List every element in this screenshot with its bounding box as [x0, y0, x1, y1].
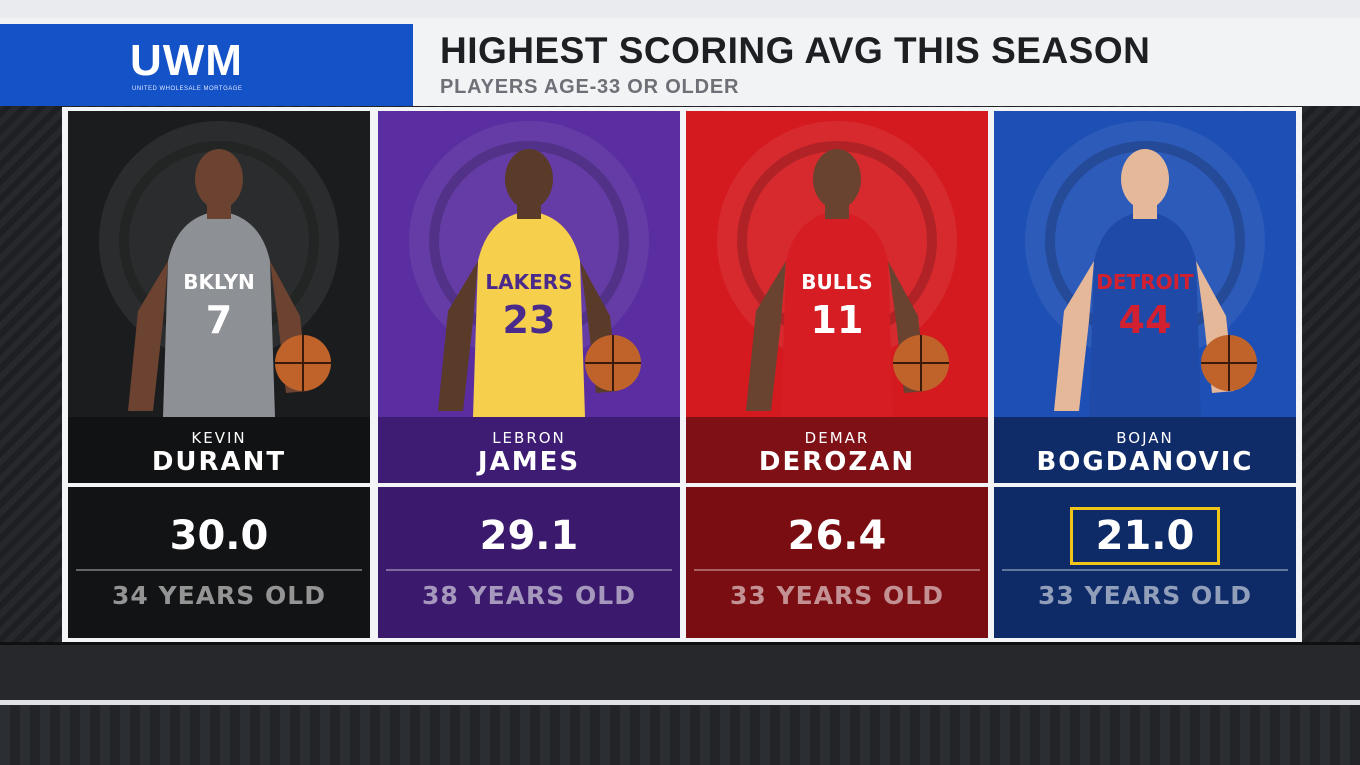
player-last-name: DURANT: [151, 447, 287, 477]
stat-box: 29.1 38 YEARS OLD: [378, 487, 680, 638]
scoring-average: 30.0: [169, 513, 269, 559]
svg-text:BULLS: BULLS: [801, 270, 872, 294]
name-bar: BOJAN BOGDANOVIC: [994, 417, 1296, 483]
svg-text:11: 11: [811, 298, 864, 342]
name-bar: KEVIN DURANT: [68, 417, 370, 483]
player-first-name: KEVIN: [191, 429, 247, 447]
name-bar: DEMAR DEROZAN: [686, 417, 988, 483]
stat-box: 26.4 33 YEARS OLD: [686, 487, 988, 638]
logo-wordmark: UWM: [130, 36, 243, 85]
card-divider: [378, 483, 680, 487]
logo-tagline: UNITED WHOLESALE MORTGAGE: [132, 86, 243, 92]
player-photo: LAKERS 23: [378, 111, 680, 417]
stat-rule: [694, 569, 980, 571]
player-age: 38 YEARS OLD: [422, 581, 636, 610]
player-card: BKLYN 7 KEVIN DURANT 30.0 34 YEARS OLD: [68, 111, 370, 638]
stat-rule: [386, 569, 672, 571]
player-last-name: DEROZAN: [758, 447, 916, 477]
svg-text:7: 7: [206, 298, 232, 342]
player-first-name: BOJAN: [1116, 429, 1174, 447]
player-photo: BULLS 11: [686, 111, 988, 417]
stat-rule: [76, 569, 362, 571]
player-first-name: DEMAR: [804, 429, 870, 447]
svg-text:BKLYN: BKLYN: [183, 270, 255, 294]
player-card: DETROIT 44 BOJAN BOGDANOVIC 21.0 33 YEARS OLD: [994, 111, 1296, 638]
player-first-name: LEBRON: [492, 429, 566, 447]
svg-text:23: 23: [503, 298, 556, 342]
sponsor-logo: UWM UNITED WHOLESALE MORTGAGE: [0, 24, 413, 106]
svg-text:DETROIT: DETROIT: [1096, 270, 1194, 294]
card-divider: [68, 483, 370, 487]
player-last-name: JAMES: [477, 447, 581, 477]
name-bar: LEBRON JAMES: [378, 417, 680, 483]
graphic-subtitle: PLAYERS AGE-33 OR OLDER: [440, 76, 740, 98]
player-age: 33 YEARS OLD: [730, 581, 944, 610]
svg-text:LAKERS: LAKERS: [485, 270, 572, 294]
card-divider: [994, 483, 1296, 487]
footer-texture: [0, 705, 1360, 765]
card-divider: [686, 483, 988, 487]
player-age: 34 YEARS OLD: [112, 581, 326, 610]
top-band: [0, 0, 1360, 18]
svg-text:44: 44: [1119, 298, 1172, 342]
player-last-name: BOGDANOVIC: [1036, 447, 1254, 477]
player-card: LAKERS 23 LEBRON JAMES 29.1 38 YEARS OLD: [378, 111, 680, 638]
stat-box: 30.0 34 YEARS OLD: [68, 487, 370, 638]
stat-box: 21.0 33 YEARS OLD: [994, 487, 1296, 638]
player-age: 33 YEARS OLD: [1038, 581, 1252, 610]
footer-divider: [0, 700, 1360, 705]
footer-bar: [0, 642, 1360, 700]
scoring-average: 26.4: [787, 513, 887, 559]
player-card: BULLS 11 DEMAR DEROZAN 26.4 33 YEARS OLD: [686, 111, 988, 638]
scoring-average: 29.1: [479, 513, 579, 559]
player-photo: BKLYN 7: [68, 111, 370, 417]
highlight-box: [1070, 507, 1220, 565]
stat-rule: [1002, 569, 1288, 571]
scoring-average: 21.0: [1095, 513, 1195, 559]
graphic-title: HIGHEST SCORING AVG THIS SEASON: [440, 30, 1151, 71]
player-photo: DETROIT 44: [994, 111, 1296, 417]
